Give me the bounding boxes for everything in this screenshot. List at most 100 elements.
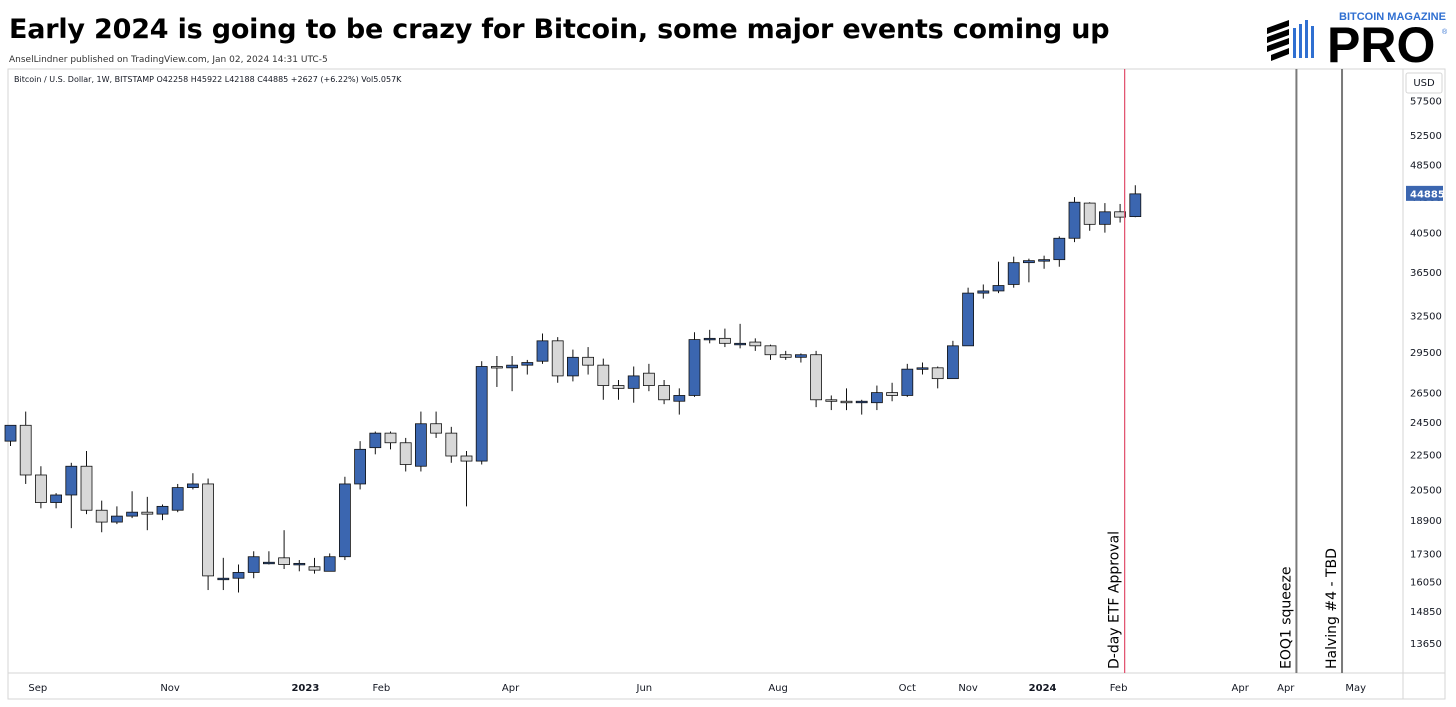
- candle-body-up: [536, 340, 549, 362]
- candle-body-up: [293, 562, 306, 566]
- candle-body-down: [810, 354, 822, 401]
- candle: [262, 551, 275, 565]
- time-tick-label: Feb: [1110, 683, 1128, 694]
- candle-body-down: [80, 465, 93, 511]
- candle-body-down: [779, 354, 792, 358]
- candle-body-down: [35, 474, 47, 503]
- candle: [1083, 202, 1096, 231]
- candle-body-down: [95, 509, 108, 523]
- candle: [627, 366, 640, 403]
- candle-body-up: [506, 364, 519, 369]
- candle-body-down: [612, 385, 625, 389]
- price-tick-label: 29500: [1410, 348, 1442, 359]
- candle: [506, 356, 519, 392]
- candle: [111, 506, 123, 525]
- candle: [156, 504, 169, 521]
- candle-body-up: [688, 339, 701, 396]
- candle-body-down: [445, 432, 458, 457]
- time-tick-label: Oct: [899, 683, 916, 694]
- candle-body-up: [673, 395, 686, 402]
- price-tick-label: 26500: [1410, 389, 1442, 400]
- price-tick-label: 40500: [1410, 229, 1442, 240]
- price-tick-label: 48500: [1410, 161, 1442, 172]
- candle-body-up: [992, 285, 1005, 292]
- candle: [19, 411, 32, 484]
- price-tick-label: 32500: [1410, 312, 1442, 323]
- candle-body-up: [232, 572, 245, 579]
- time-tick-label: Feb: [373, 683, 391, 694]
- event-label: D-day ETF Approval: [1107, 531, 1123, 669]
- candle: [719, 328, 731, 348]
- candle: [308, 557, 321, 574]
- candle-body-up: [186, 483, 199, 488]
- candle: [1099, 203, 1111, 233]
- price-axis[interactable]: USD5750052500485004450040500365003250029…: [1405, 72, 1445, 650]
- candle: [779, 350, 792, 360]
- candle-body-down: [597, 364, 610, 386]
- price-tick-label: 57500: [1410, 96, 1442, 107]
- candle-body-up: [369, 432, 382, 449]
- candle-body-up: [414, 423, 427, 467]
- candle: [80, 450, 93, 515]
- candle: [840, 388, 853, 411]
- candle: [825, 395, 838, 411]
- candle-body-up: [111, 515, 123, 523]
- candle: [886, 382, 898, 402]
- time-tick-label: 2024: [1029, 683, 1057, 694]
- time-tick-label: May: [1345, 683, 1366, 694]
- time-tick-label: Sep: [28, 683, 47, 694]
- candle-body-up: [323, 556, 336, 572]
- price-tick-label: 18900: [1410, 516, 1442, 527]
- time-tick-label: Aug: [768, 683, 788, 694]
- annotations-layer: D-day ETF Approval EOQ1 squeeze Halving #4…: [1107, 69, 1344, 673]
- candle-body-up: [4, 424, 17, 442]
- candle: [1114, 203, 1126, 223]
- candle: [992, 261, 1005, 294]
- candle: [931, 366, 944, 389]
- candle: [658, 380, 670, 405]
- last-price-label: 44885: [1410, 189, 1445, 200]
- candle-body-down: [931, 367, 944, 380]
- brand-small-text: BITCOIN MAGAZINE: [1339, 11, 1446, 23]
- price-tick-label: 20500: [1410, 485, 1442, 496]
- chart-border: [7, 68, 1446, 700]
- time-axis[interactable]: Sep Nov 2023 Feb Apr Jun Aug Oct Nov 2024 Feb Apr Ap…: [28, 683, 1366, 694]
- brand-large-text: PRO: [1327, 17, 1435, 66]
- candle-body-up: [916, 367, 929, 370]
- candle: [232, 564, 245, 593]
- candle: [490, 356, 503, 387]
- candle-body-up: [855, 400, 868, 404]
- candle-body-down: [384, 432, 397, 444]
- candle-body-down: [825, 399, 838, 402]
- time-tick-label: Apr: [1277, 683, 1295, 694]
- candle: [126, 491, 138, 519]
- headline: Early 2024 is going to be crazy for Bitc…: [9, 14, 1110, 45]
- currency-label[interactable]: USD: [1413, 78, 1435, 89]
- candle-body-up: [354, 448, 367, 485]
- candle-body-up: [262, 561, 275, 565]
- candle: [795, 353, 807, 363]
- candle: [1007, 256, 1020, 288]
- candle-body-up: [567, 356, 579, 377]
- candle-body-down: [141, 511, 154, 515]
- candle: [65, 462, 78, 529]
- price-tick-label: 16050: [1410, 578, 1442, 589]
- candle-body-up: [795, 354, 807, 358]
- currency-box: [1405, 72, 1443, 94]
- candle: [612, 380, 625, 400]
- candle-body-up: [171, 487, 184, 511]
- candle: [384, 431, 397, 450]
- candle-body-down: [719, 337, 731, 344]
- candle: [445, 426, 458, 463]
- price-tick-label: 14850: [1410, 607, 1442, 618]
- candle-body-up: [977, 290, 990, 294]
- candle: [95, 500, 108, 533]
- time-tick-label: Jun: [636, 683, 653, 694]
- brand-logo: BITCOIN MAGAZINE PRO ®: [1265, 6, 1450, 73]
- candle: [688, 332, 701, 397]
- candle-body-up: [50, 494, 62, 503]
- candle: [855, 399, 868, 415]
- candle: [414, 411, 427, 472]
- candle: [871, 385, 883, 411]
